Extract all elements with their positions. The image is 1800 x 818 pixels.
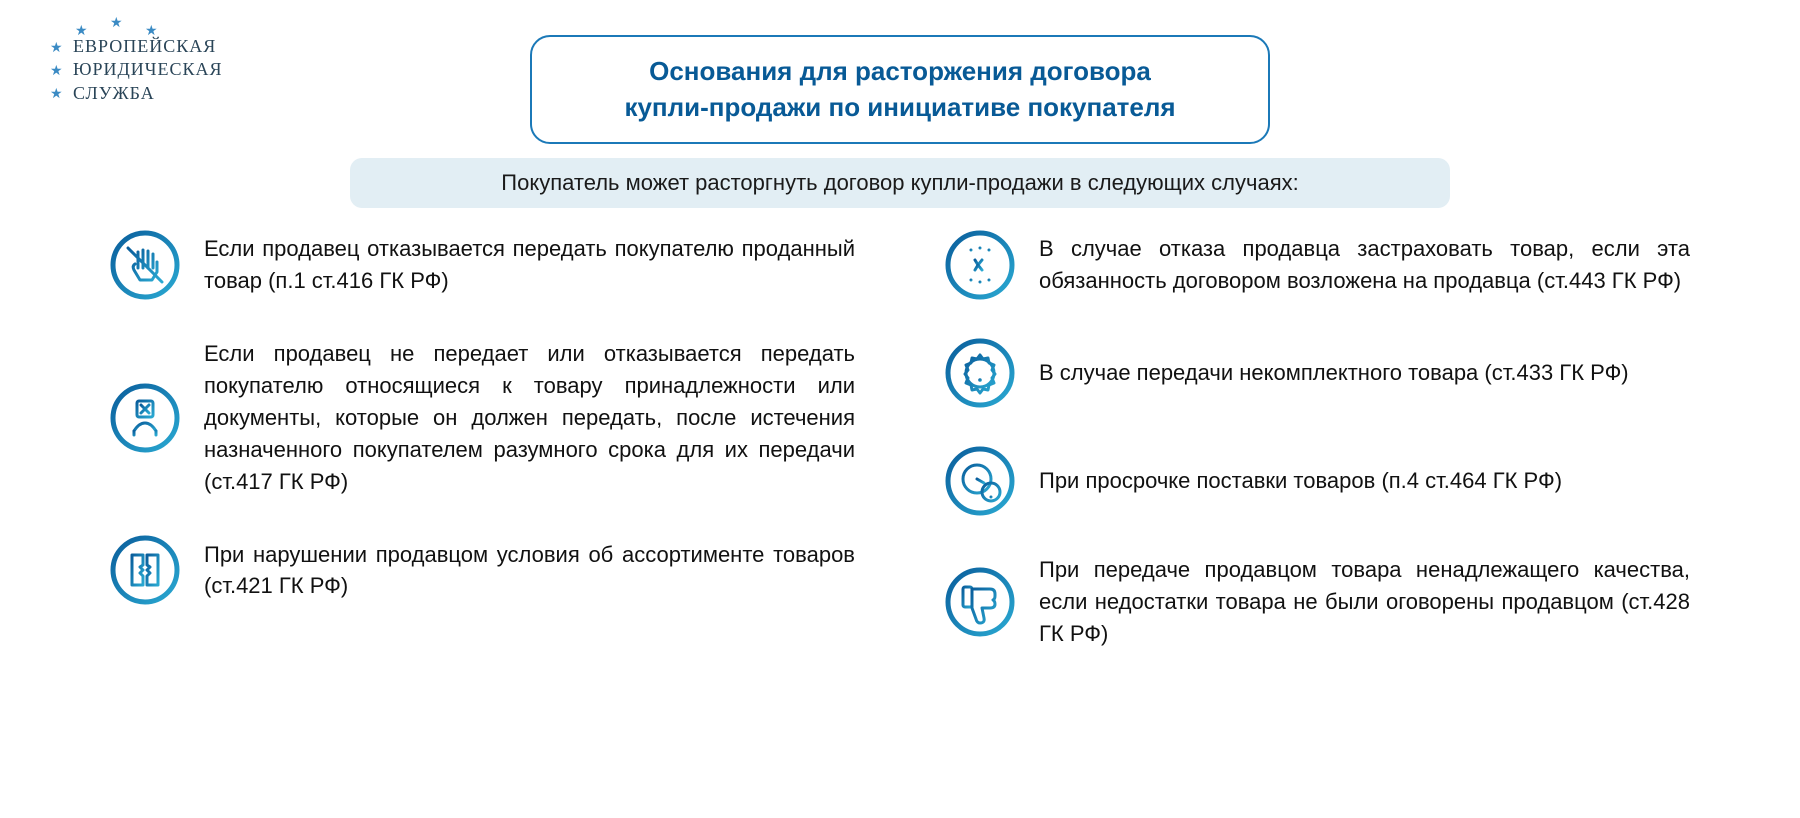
logo-star-icon: ★ — [110, 15, 124, 33]
title-line1: Основания для расторжения договора — [562, 53, 1238, 89]
title-line2: купли-продажи по инициативе покупателя — [562, 89, 1238, 125]
torn-list-icon — [110, 535, 180, 605]
gear-alert-icon — [945, 338, 1015, 408]
title-box: Основания для расторжения договора купли… — [530, 35, 1270, 144]
list-item: При нарушении продавцом условия об ассор… — [110, 535, 855, 605]
thumb-down-icon — [945, 567, 1015, 637]
list-item: В случае передачи некомплектного товара … — [945, 338, 1690, 408]
list-item-text: При просрочке поставки товаров (п.4 ст.4… — [1039, 465, 1562, 497]
logo-star-icon: ★ — [75, 23, 89, 41]
left-column: Если продавец отказывается передать поку… — [110, 230, 855, 688]
content-columns: Если продавец отказывается передать поку… — [110, 230, 1690, 688]
logo-star-icon: ★ — [50, 40, 64, 58]
logo: ★ ★ ★ ★ ★ ★ ЕВРОПЕЙСКАЯ ЮРИДИЧЕСКАЯ СЛУЖ… — [55, 35, 223, 105]
subtitle-text: Покупатель может расторгнуть договор куп… — [501, 170, 1298, 195]
list-item-text: При передаче продавцом товара ненадлежащ… — [1039, 554, 1690, 650]
right-column: В случае отказа продавца застраховать то… — [945, 230, 1690, 688]
logo-line3: СЛУЖБА — [73, 82, 223, 105]
clock-alert-icon — [945, 446, 1015, 516]
logo-star-icon: ★ — [50, 63, 64, 81]
logo-star-icon: ★ — [145, 23, 159, 41]
list-item-text: При нарушении продавцом условия об ассор… — [204, 539, 855, 603]
subtitle-box: Покупатель может расторгнуть договор куп… — [350, 158, 1450, 208]
list-item-text: Если продавец отказывается передать поку… — [204, 233, 855, 297]
stop-hand-icon — [110, 230, 180, 300]
list-item: В случае отказа продавца застраховать то… — [945, 230, 1690, 300]
list-item-text: В случае отказа продавца застраховать то… — [1039, 233, 1690, 297]
logo-line2: ЮРИДИЧЕСКАЯ — [73, 58, 223, 81]
list-item-text: Если продавец не передает или отказывает… — [204, 338, 855, 497]
list-item: Если продавец не передает или отказывает… — [110, 338, 855, 497]
list-item-text: В случае передачи некомплектного товара … — [1039, 357, 1629, 389]
logo-star-icon: ★ — [50, 86, 64, 104]
reject-doc-icon — [110, 383, 180, 453]
list-item: При передаче продавцом товара ненадлежащ… — [945, 554, 1690, 650]
broken-link-icon — [945, 230, 1015, 300]
list-item: Если продавец отказывается передать поку… — [110, 230, 855, 300]
list-item: При просрочке поставки товаров (п.4 ст.4… — [945, 446, 1690, 516]
